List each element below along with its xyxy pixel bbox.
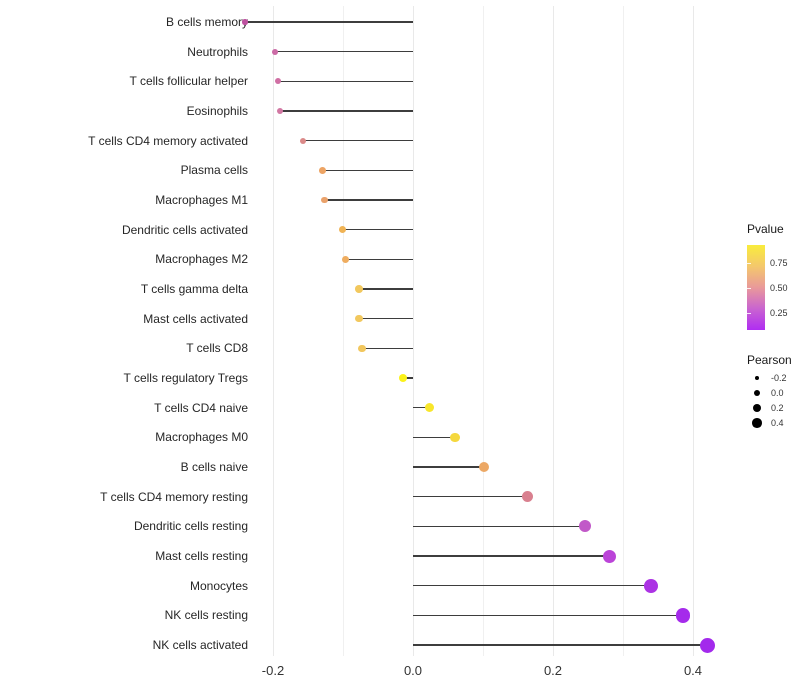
lollipop-stem: [342, 228, 413, 231]
x-tick-label: -0.2: [261, 663, 285, 678]
gridline: [483, 6, 484, 656]
lollipop-dot: [277, 108, 283, 114]
lollipop-dot: [321, 196, 329, 204]
y-axis-label: B cells memory: [165, 15, 248, 29]
y-axis-label: Mast cells activated: [143, 311, 248, 326]
y-axis-label: Dendritic cells activated: [121, 222, 248, 237]
lollipop-dot: [319, 166, 327, 174]
x-tick-label: 0.2: [543, 663, 563, 678]
y-axis-label: Macrophages M0: [155, 430, 248, 445]
lollipop-stem: [413, 436, 455, 439]
lollipop-stem: [359, 288, 413, 290]
size-key-label: -0.2: [771, 373, 787, 383]
gridline: [553, 6, 554, 656]
y-axis-label: Macrophages M1: [155, 193, 248, 207]
lollipop-stem: [324, 199, 413, 201]
lollipop-dot: [603, 549, 617, 563]
y-axis-label: Neutrophils: [187, 44, 248, 59]
y-axis-label: Monocytes: [189, 578, 248, 593]
gridline: [343, 6, 344, 656]
y-axis-label: Dendritic cells resting: [133, 519, 248, 534]
y-axis-label: NK cells resting: [164, 608, 248, 623]
pearson-legend-title: Pearson: [747, 353, 792, 367]
lollipop-stem: [413, 644, 708, 646]
y-axis-label: NK cells activated: [152, 638, 248, 652]
lollipop-stem: [361, 347, 413, 350]
pvalue-tick-mark: [747, 263, 751, 264]
y-axis-label: B cells naive: [180, 460, 248, 474]
lollipop-dot: [425, 403, 435, 413]
y-axis-label: Mast cells resting: [155, 549, 248, 563]
lollipop-stem: [277, 80, 413, 83]
y-axis-label: T cells gamma delta: [140, 282, 248, 296]
size-key-label: 0.0: [771, 388, 784, 398]
pvalue-tick-label: 0.75: [770, 258, 788, 268]
lollipop-dot: [398, 373, 408, 383]
gridline: [413, 6, 414, 656]
y-axis-label: Macrophages M2: [155, 252, 248, 267]
lollipop-stem: [413, 406, 430, 409]
lollipop-stem: [413, 495, 528, 498]
y-axis-label: T cells regulatory Tregs: [123, 371, 249, 385]
y-axis-label: T cells CD4 memory resting: [100, 489, 248, 504]
lollipop-dot: [341, 255, 349, 263]
y-axis-label: T cells CD8: [186, 341, 248, 356]
y-axis-label: Plasma cells: [180, 163, 248, 178]
gridline: [693, 6, 694, 656]
lollipop-stem: [413, 525, 586, 528]
lollipop-dot: [358, 344, 366, 353]
x-tick-label: 0.4: [683, 663, 703, 678]
lollipop-dot: [522, 491, 534, 503]
size-key-dot: [753, 404, 761, 412]
x-tick-label: 0.0: [403, 663, 423, 678]
lollipop-dot: [478, 461, 489, 473]
lollipop-dot: [579, 520, 592, 533]
lollipop-stem: [413, 466, 484, 468]
lollipop-stem: [403, 377, 413, 379]
gridline: [623, 6, 624, 656]
lollipop-dot: [338, 226, 346, 234]
lollipop-stem: [413, 614, 684, 617]
lollipop-dot: [299, 137, 307, 144]
lollipop-stem: [413, 584, 651, 587]
lollipop-dot: [275, 78, 281, 85]
lollipop-dot: [644, 578, 658, 593]
lollipop-stem: [303, 139, 413, 142]
lollipop-stem: [280, 110, 413, 112]
lollipop-dot: [700, 637, 716, 653]
size-key-label: 0.4: [771, 418, 784, 428]
y-axis-label: T cells follicular helper: [129, 74, 249, 89]
pvalue-legend-title: Pvalue: [747, 222, 784, 236]
pvalue-gradient-bar: [747, 245, 765, 330]
lollipop-dot: [355, 314, 363, 323]
pvalue-tick-label: 0.25: [770, 308, 788, 318]
lollipop-dot: [242, 19, 248, 25]
lollipop-dot: [272, 48, 278, 55]
gridline: [273, 6, 274, 656]
lollipop-stem: [359, 317, 413, 320]
y-axis-label: T cells CD4 memory activated: [88, 133, 248, 148]
y-axis-label: Eosinophils: [186, 104, 248, 118]
size-key-dot: [755, 376, 759, 380]
lollipop-dot: [675, 608, 691, 623]
pvalue-tick-label: 0.50: [770, 283, 788, 293]
y-axis-label: T cells CD4 naive: [154, 400, 248, 415]
lollipop-stem: [245, 21, 413, 23]
size-key-dot: [752, 418, 762, 428]
lollipop-dot: [355, 285, 363, 293]
pvalue-tick-mark: [747, 288, 751, 289]
lollipop-stem: [345, 258, 413, 261]
size-key-label: 0.2: [771, 403, 784, 413]
pvalue-tick-mark: [747, 313, 751, 314]
lollipop-stem: [275, 50, 413, 53]
size-key-dot: [753, 389, 761, 397]
lollipop-dot: [450, 432, 460, 443]
lollipop-stem: [322, 169, 413, 172]
lollipop-stem: [413, 555, 610, 557]
